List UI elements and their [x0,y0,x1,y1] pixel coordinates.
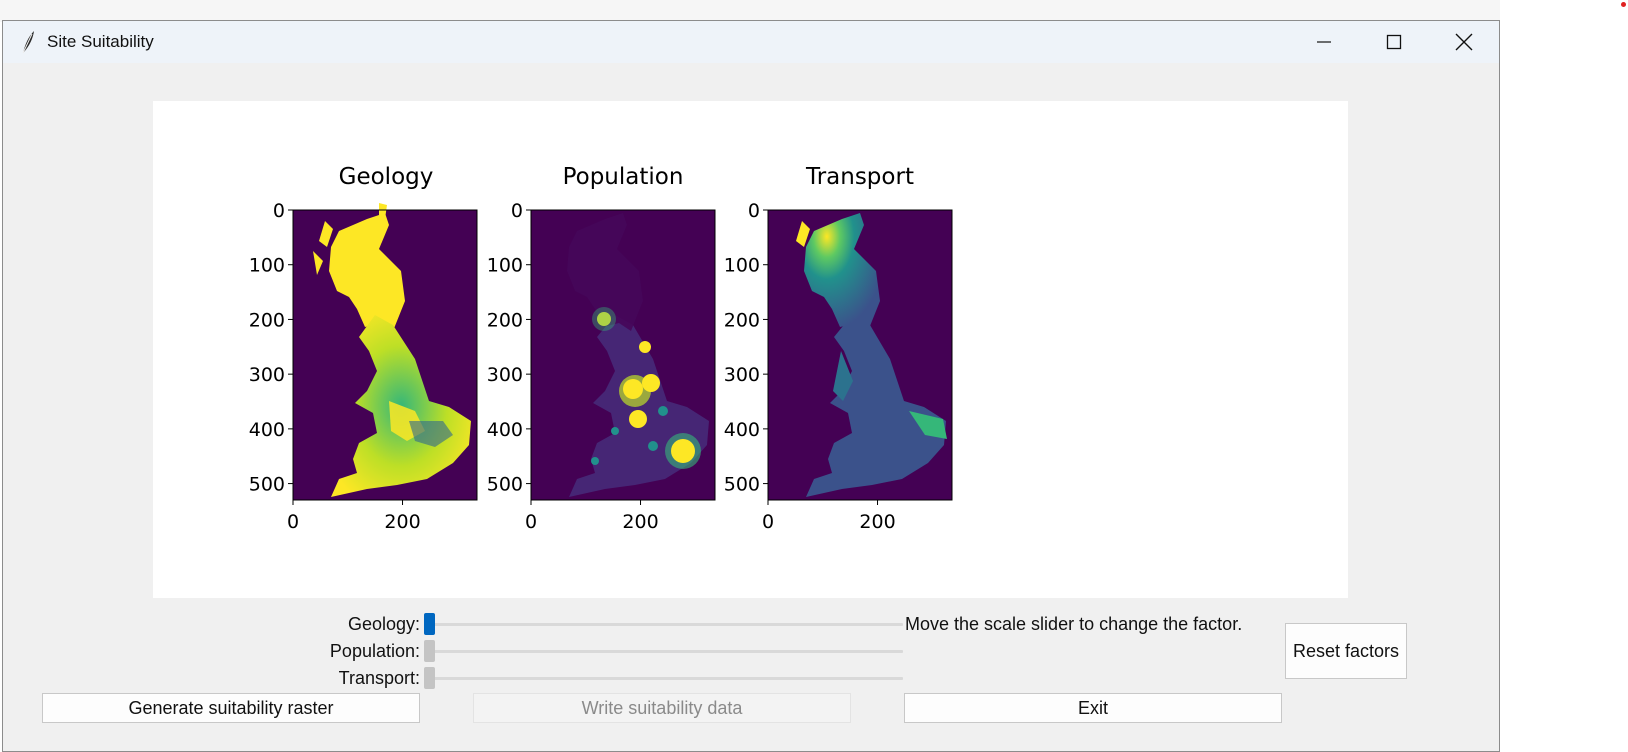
y-tick-label: 400 [724,419,760,441]
write-data-button[interactable]: Write suitability data [473,693,851,723]
x-tick-label: 0 [762,511,774,533]
y-tick-label: 500 [487,474,523,496]
y-tick-label: 300 [249,364,285,386]
y-tick-label: 200 [724,309,760,331]
window-controls [1289,21,1499,63]
geology-scale-thumb[interactable] [424,613,435,635]
population-scale-track[interactable] [425,650,903,653]
geology-axes: Geology [292,164,478,501]
title-bar[interactable]: Site Suitability [3,21,1499,63]
exit-button[interactable]: Exit [904,693,1282,723]
close-icon [1455,33,1473,51]
y-tick-label: 300 [487,364,523,386]
y-tick-label: 300 [724,364,760,386]
figure-svg: Geology Population [249,164,953,533]
app-window: Site Suitability [2,20,1500,752]
y-tick-label: 0 [511,200,523,222]
axes-title: Geology [339,164,434,190]
y-tick-label: 0 [273,200,285,222]
population-map [567,213,709,497]
transport-scale-thumb[interactable] [424,667,435,689]
y-tick-label: 500 [724,474,760,496]
window-title: Site Suitability [47,32,154,51]
axes-title: Transport [805,164,914,190]
x-tick-label: 200 [622,511,658,533]
transport-map [796,213,947,497]
maximize-button[interactable] [1359,21,1429,63]
population-scale-label: Population: [329,641,420,661]
y-tick-label: 500 [249,474,285,496]
generate-raster-button[interactable]: Generate suitability raster [42,693,420,723]
y-tick-label: 400 [487,419,523,441]
axes-title: Population [563,164,684,190]
y-tick-label: 400 [249,419,285,441]
y-tick-label: 100 [487,255,523,277]
reset-factors-button[interactable]: Reset factors [1285,623,1407,679]
hint-text: Move the scale slider to change the fact… [905,614,1243,634]
y-tick-label: 100 [249,255,285,277]
geology-scale-label: Geology: [347,614,420,634]
minimize-button[interactable] [1289,21,1359,63]
y-tick-label: 200 [249,309,285,331]
x-tick-label: 200 [384,511,420,533]
desktop-strip [0,0,1500,22]
population-scale-thumb[interactable] [424,640,435,662]
maximize-icon [1386,34,1402,50]
notification-dot [1621,2,1626,7]
transport-scale-label: Transport: [338,668,420,688]
transport-scale-track[interactable] [425,677,903,680]
population-axes: Population [530,164,716,501]
x-tick-label: 0 [287,511,299,533]
geology-scale-track[interactable] [425,623,903,626]
x-tick-label: 0 [525,511,537,533]
transport-axes: Transport [767,164,953,501]
y-tick-label: 200 [487,309,523,331]
geology-map [313,203,471,497]
y-tick-label: 100 [724,255,760,277]
y-tick-label: 0 [748,200,760,222]
minimize-icon [1317,41,1331,43]
feather-icon [17,27,39,57]
x-tick-label: 200 [859,511,895,533]
figure-canvas: Geology Population [153,101,1348,598]
close-button[interactable] [1429,21,1499,63]
